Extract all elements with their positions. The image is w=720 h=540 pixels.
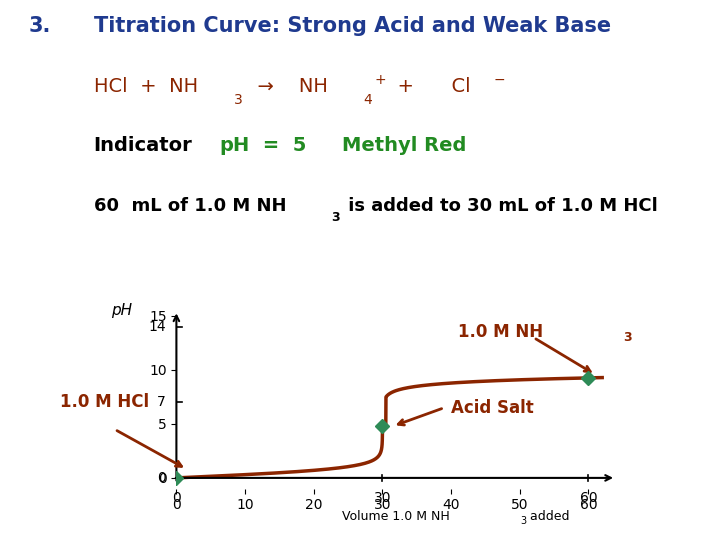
Text: Titration Curve: Strong Acid and Weak Base: Titration Curve: Strong Acid and Weak Ba… <box>94 16 611 36</box>
Text: H  =  5: H = 5 <box>233 136 306 155</box>
Text: 0: 0 <box>172 491 181 505</box>
Text: 60  mL of 1.0 M NH: 60 mL of 1.0 M NH <box>94 197 286 214</box>
Text: 4: 4 <box>364 93 372 107</box>
Text: Indicator: Indicator <box>94 136 192 155</box>
Text: 0: 0 <box>158 471 166 485</box>
Text: 60: 60 <box>580 491 598 505</box>
Text: 1.0 M HCl: 1.0 M HCl <box>60 393 149 411</box>
Text: 14: 14 <box>148 320 166 334</box>
Text: Acid Salt: Acid Salt <box>451 399 534 417</box>
Text: −: − <box>493 73 505 87</box>
Text: Volume 1.0 M NH: Volume 1.0 M NH <box>342 510 450 523</box>
Text: 3: 3 <box>331 211 340 225</box>
Text: pH: pH <box>111 303 132 318</box>
Text: HCl  +  NH: HCl + NH <box>94 77 198 96</box>
Text: 7: 7 <box>158 395 166 409</box>
Text: p: p <box>220 136 233 155</box>
Text: +      Cl: + Cl <box>385 77 471 96</box>
Text: Methyl Red: Methyl Red <box>342 136 467 155</box>
Text: 3.: 3. <box>29 16 51 36</box>
Text: →    NH: → NH <box>245 77 328 96</box>
Text: added: added <box>526 510 569 523</box>
Text: is added to 30 mL of 1.0 M HCl: is added to 30 mL of 1.0 M HCl <box>342 197 658 214</box>
Text: 3: 3 <box>520 516 526 526</box>
Text: 3: 3 <box>234 93 243 107</box>
Text: 3: 3 <box>623 331 631 344</box>
Text: 30: 30 <box>374 491 391 505</box>
Text: +: + <box>374 73 386 87</box>
Text: 1.0 M NH: 1.0 M NH <box>458 323 543 341</box>
